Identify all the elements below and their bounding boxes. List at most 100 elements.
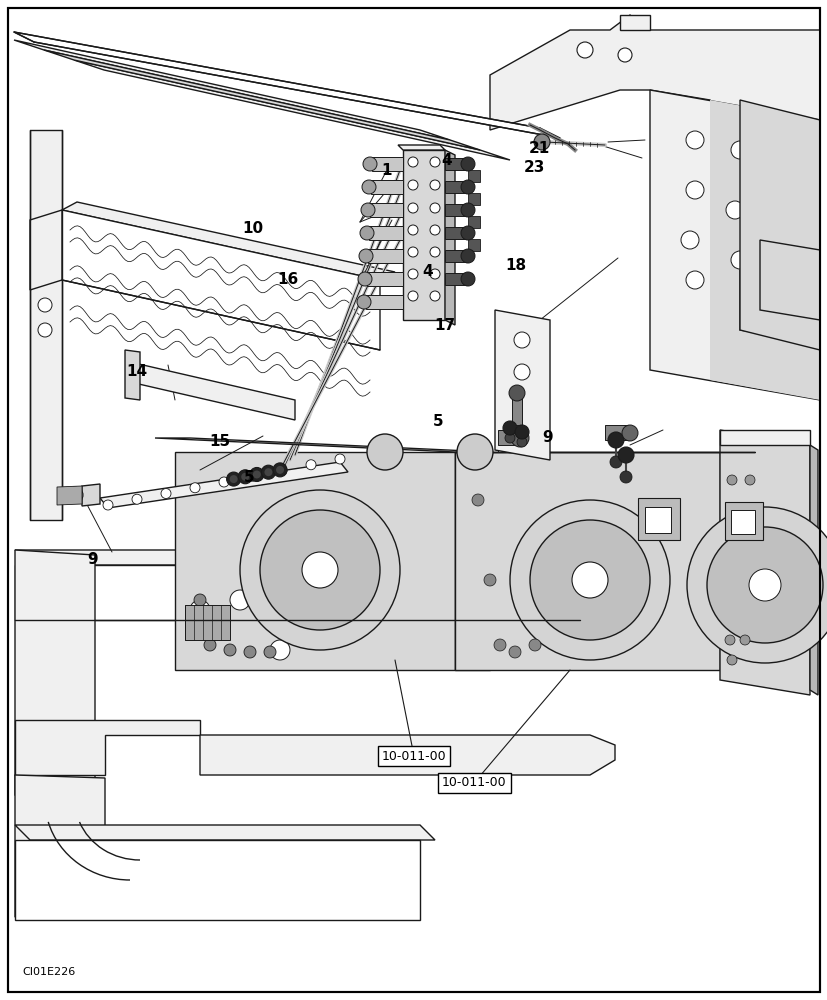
Circle shape (408, 180, 418, 190)
Circle shape (250, 467, 264, 481)
Text: 10: 10 (242, 221, 264, 236)
Bar (724, 502, 762, 540)
Circle shape (408, 203, 418, 213)
Polygon shape (366, 272, 403, 286)
Text: 10-011-00: 10-011-00 (381, 750, 446, 762)
Circle shape (509, 385, 524, 401)
Text: 14: 14 (127, 364, 148, 379)
Circle shape (224, 644, 236, 656)
Circle shape (189, 483, 200, 493)
Circle shape (509, 646, 520, 658)
Circle shape (609, 456, 621, 468)
Circle shape (335, 454, 345, 464)
Text: 1: 1 (380, 163, 391, 178)
Circle shape (621, 425, 638, 441)
Polygon shape (371, 157, 403, 171)
Circle shape (229, 475, 237, 483)
Circle shape (516, 437, 526, 447)
Circle shape (533, 134, 549, 150)
Polygon shape (14, 40, 449, 140)
Circle shape (510, 429, 528, 447)
Polygon shape (719, 452, 754, 670)
Circle shape (429, 247, 439, 257)
Circle shape (277, 466, 287, 476)
Circle shape (429, 225, 439, 235)
Circle shape (203, 639, 216, 651)
Text: 9: 9 (87, 552, 98, 568)
Polygon shape (719, 430, 809, 445)
Polygon shape (62, 210, 380, 350)
Polygon shape (500, 550, 659, 610)
Polygon shape (367, 249, 403, 263)
Text: 4: 4 (422, 264, 433, 279)
Circle shape (408, 247, 418, 257)
Circle shape (429, 291, 439, 301)
Polygon shape (366, 295, 403, 309)
Circle shape (248, 471, 258, 481)
Bar (644, 507, 670, 533)
Circle shape (38, 323, 52, 337)
Text: 15: 15 (209, 434, 231, 450)
Circle shape (706, 527, 822, 643)
Polygon shape (62, 202, 394, 280)
Polygon shape (467, 216, 480, 228)
Text: 18: 18 (504, 257, 526, 272)
Circle shape (619, 471, 631, 483)
Polygon shape (497, 400, 508, 452)
Polygon shape (57, 486, 82, 505)
Ellipse shape (302, 595, 318, 615)
Circle shape (744, 475, 754, 485)
Circle shape (461, 272, 475, 286)
Circle shape (471, 494, 484, 506)
Circle shape (218, 477, 229, 487)
Text: 4: 4 (441, 153, 452, 168)
Circle shape (461, 249, 475, 263)
Circle shape (726, 475, 736, 485)
Circle shape (299, 575, 319, 595)
Circle shape (227, 472, 241, 486)
Circle shape (576, 42, 592, 58)
Polygon shape (15, 840, 419, 920)
Circle shape (686, 131, 703, 149)
Circle shape (617, 48, 631, 62)
Circle shape (461, 180, 475, 194)
Polygon shape (155, 438, 490, 452)
Circle shape (461, 203, 475, 217)
Bar (638, 498, 679, 540)
Circle shape (252, 470, 261, 478)
Text: CI01E226: CI01E226 (22, 967, 75, 977)
Circle shape (361, 203, 375, 217)
Polygon shape (370, 203, 403, 217)
Polygon shape (369, 226, 403, 240)
Circle shape (429, 157, 439, 167)
Circle shape (429, 180, 439, 190)
Circle shape (189, 600, 210, 620)
Polygon shape (15, 720, 200, 775)
Circle shape (240, 490, 399, 650)
Circle shape (680, 231, 698, 249)
Circle shape (514, 364, 529, 380)
Circle shape (686, 271, 703, 289)
Circle shape (408, 291, 418, 301)
Polygon shape (455, 452, 719, 670)
Circle shape (429, 269, 439, 279)
Circle shape (408, 225, 418, 235)
Circle shape (724, 635, 734, 645)
Polygon shape (719, 430, 809, 695)
Circle shape (504, 433, 514, 443)
Circle shape (194, 594, 206, 606)
Text: 9: 9 (542, 430, 552, 446)
Polygon shape (370, 180, 403, 194)
Polygon shape (174, 452, 455, 670)
Circle shape (726, 655, 736, 665)
Circle shape (617, 447, 633, 463)
Circle shape (502, 421, 516, 435)
Circle shape (366, 434, 403, 470)
Circle shape (514, 332, 529, 348)
Circle shape (484, 574, 495, 586)
Circle shape (739, 635, 749, 645)
Circle shape (429, 203, 439, 213)
Circle shape (264, 468, 272, 476)
Polygon shape (444, 250, 467, 262)
Polygon shape (444, 273, 467, 285)
